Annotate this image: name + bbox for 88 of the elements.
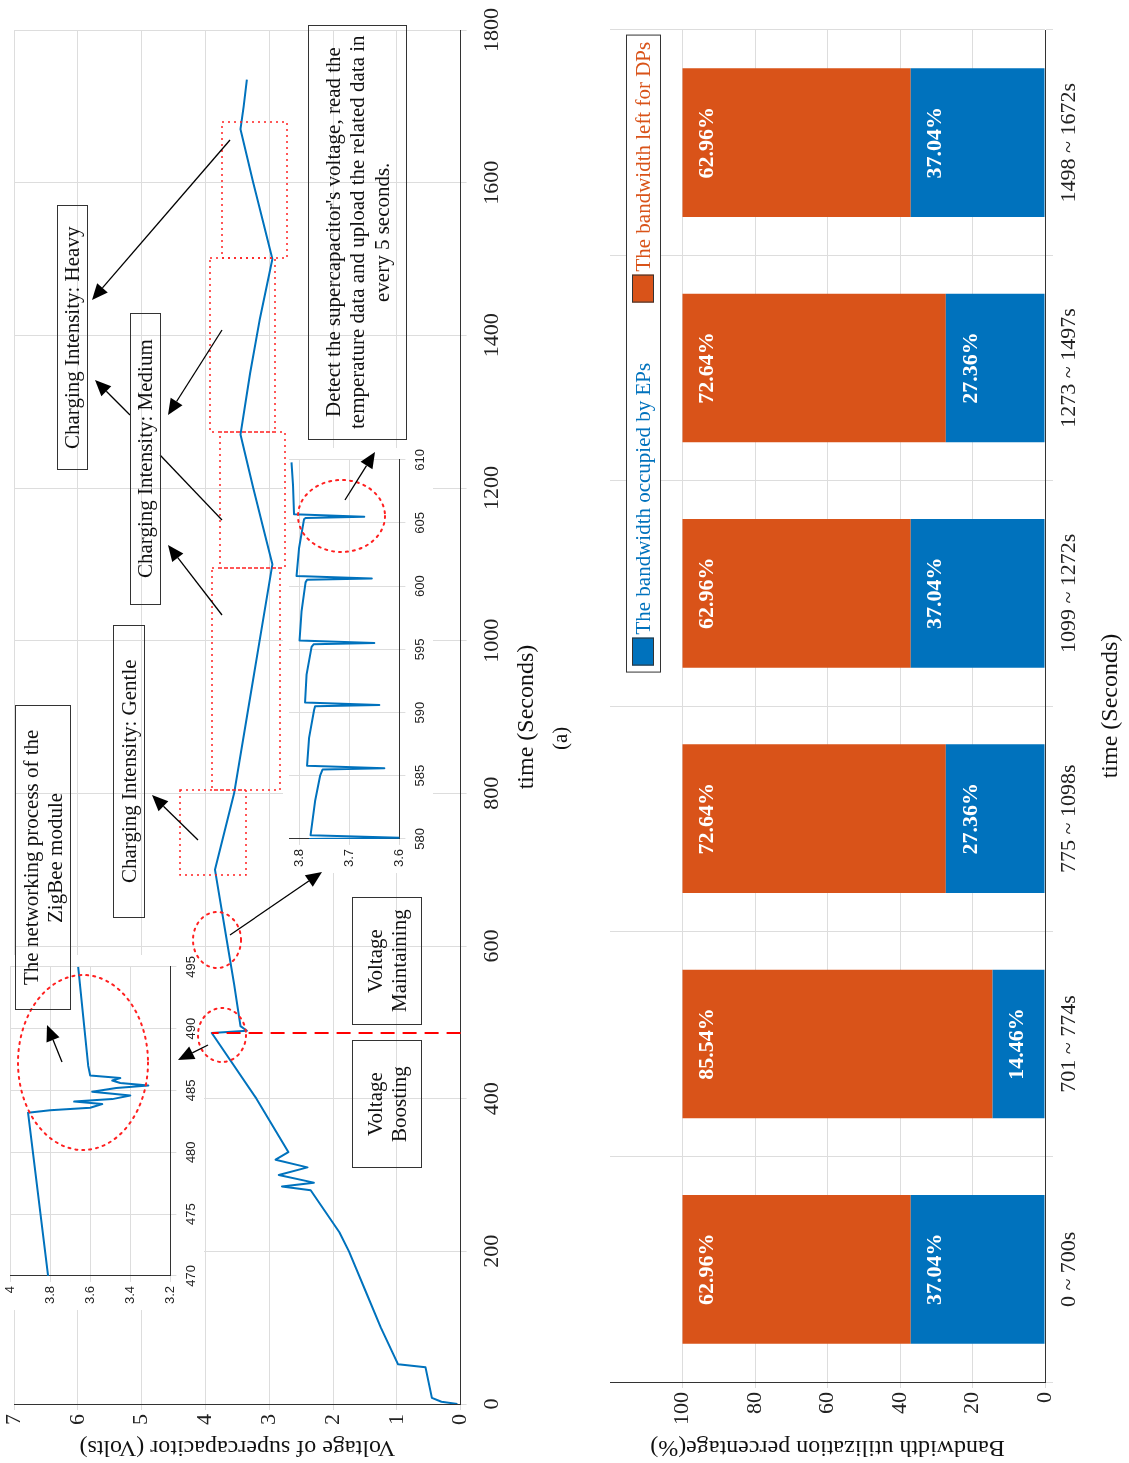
- x-tick-label: 4: [1, 1285, 17, 1294]
- data-label: 37.04%: [921, 557, 947, 630]
- x-tick-label: 80: [740, 1392, 766, 1414]
- x-tick-label: 3.6: [81, 1285, 97, 1305]
- data-label: 62.96%: [693, 106, 719, 179]
- y-axis-title: time (Seconds): [1096, 633, 1123, 779]
- data-label: 72.64%: [693, 782, 719, 855]
- x-tick-label: 0: [446, 1414, 472, 1425]
- y-tick-label: 610: [411, 448, 427, 471]
- y-tick-label: 480: [182, 1141, 198, 1164]
- y-tick-label: 0 ~ 700s: [1054, 1231, 1080, 1308]
- x-tick-label: 3.2: [161, 1285, 177, 1305]
- x-tick-label: 60: [813, 1392, 839, 1414]
- bar: [682, 518, 911, 668]
- y-tick-label: 1200: [478, 466, 504, 510]
- bar: [910, 68, 1045, 218]
- text: (a): [547, 726, 573, 750]
- y-tick-label: 701 ~ 774s: [1054, 995, 1080, 1093]
- x-tick-label: 3.8: [290, 848, 306, 868]
- y-tick-label: 400: [478, 1082, 504, 1116]
- y-tick-label: 1273 ~ 1497s: [1054, 308, 1080, 428]
- y-tick-label: 1800: [478, 8, 504, 52]
- y-tick-label: 470: [182, 1265, 198, 1287]
- x-axis-title: Voltage of supercapacitor (Volts): [79, 1435, 396, 1462]
- annotation: Voltage Boosting: [362, 1065, 412, 1144]
- text: The bandwidth occupied by EPs: [631, 362, 656, 635]
- annotation: Charging Intensity: Medium: [133, 339, 158, 579]
- annotation: Charging Intensity: Heavy: [60, 226, 85, 449]
- x-tick-label: 4: [191, 1414, 217, 1425]
- data-label: 85.54%: [693, 1008, 719, 1080]
- bar: [682, 293, 946, 443]
- y-tick-label: 200: [478, 1234, 504, 1268]
- y-tick-label: 495: [182, 955, 198, 978]
- y-tick-label: 1400: [478, 313, 504, 358]
- annotation: Detect the supercapacitor's voltage, read the temperature data and upload the related data in every 5 seconds.: [321, 34, 394, 432]
- x-tick-label: 100: [668, 1392, 694, 1425]
- data-label: 37.04%: [921, 106, 947, 179]
- y-tick-label: 800: [478, 776, 504, 810]
- bar: [945, 744, 1045, 894]
- x-tick-label: 3.4: [121, 1285, 137, 1305]
- data-label: 62.96%: [693, 557, 719, 630]
- y-tick-label: 775 ~ 1098s: [1054, 764, 1080, 873]
- y-tick-label: 1000: [478, 618, 504, 663]
- x-tick-label: 1: [382, 1414, 408, 1425]
- data-label: 37.04%: [921, 1233, 947, 1306]
- bar: [682, 1194, 911, 1344]
- x-tick-label: 6: [63, 1414, 89, 1425]
- bar: [682, 744, 946, 894]
- y-tick-label: 1498 ~ 1672s: [1054, 82, 1080, 203]
- text: The bandwidth left for DPs: [631, 42, 656, 272]
- x-tick-label: 3: [254, 1414, 280, 1425]
- y-tick-label: 590: [411, 701, 427, 724]
- y-tick-label: 595: [411, 638, 427, 661]
- y-tick-label: 605: [411, 512, 427, 534]
- bar: [945, 293, 1045, 443]
- y-tick-label: 490: [182, 1017, 198, 1040]
- y-tick-label: 585: [411, 764, 427, 787]
- x-tick-label: 2: [318, 1414, 344, 1425]
- y-tick-label: 580: [411, 828, 427, 850]
- y-tick-label: 475: [182, 1203, 198, 1225]
- bar: [992, 969, 1045, 1119]
- y-tick-label: 1099 ~ 1272s: [1054, 533, 1080, 654]
- annotation: Voltage Maintaining: [362, 908, 412, 1015]
- x-tick-label: 3.6: [390, 848, 406, 868]
- x-tick-label: 3.8: [41, 1285, 57, 1305]
- data-label: 27.36%: [956, 332, 982, 404]
- x-tick-label: 5: [127, 1414, 153, 1425]
- y-tick-label: 600: [411, 575, 427, 598]
- y-tick-label: 1600: [478, 160, 504, 205]
- data-label: 14.46%: [1003, 1008, 1029, 1080]
- y-tick-label: 485: [182, 1079, 198, 1102]
- bar: [910, 518, 1045, 668]
- x-tick-label: 3.7: [340, 848, 356, 868]
- annotation: Charging Intensity: Gentle: [116, 659, 142, 884]
- bar: [910, 1194, 1045, 1344]
- data-label: 72.64%: [693, 332, 719, 404]
- x-tick-label: 0: [1030, 1392, 1056, 1403]
- data-label: 62.96%: [693, 1233, 719, 1306]
- x-tick-label: 20: [958, 1392, 984, 1414]
- data-label: 27.36%: [956, 782, 982, 855]
- annotation: The networking process of the ZigBee module: [18, 728, 68, 988]
- y-tick-label: 600: [478, 929, 504, 963]
- y-axis-title: time (Seconds): [512, 644, 539, 790]
- x-axis-title: Bandwidth utilization percentage(%): [650, 1435, 1005, 1462]
- x-tick-label: 7: [0, 1414, 25, 1425]
- bar: [682, 68, 911, 218]
- x-tick-label: 40: [885, 1392, 911, 1414]
- bar: [682, 969, 993, 1119]
